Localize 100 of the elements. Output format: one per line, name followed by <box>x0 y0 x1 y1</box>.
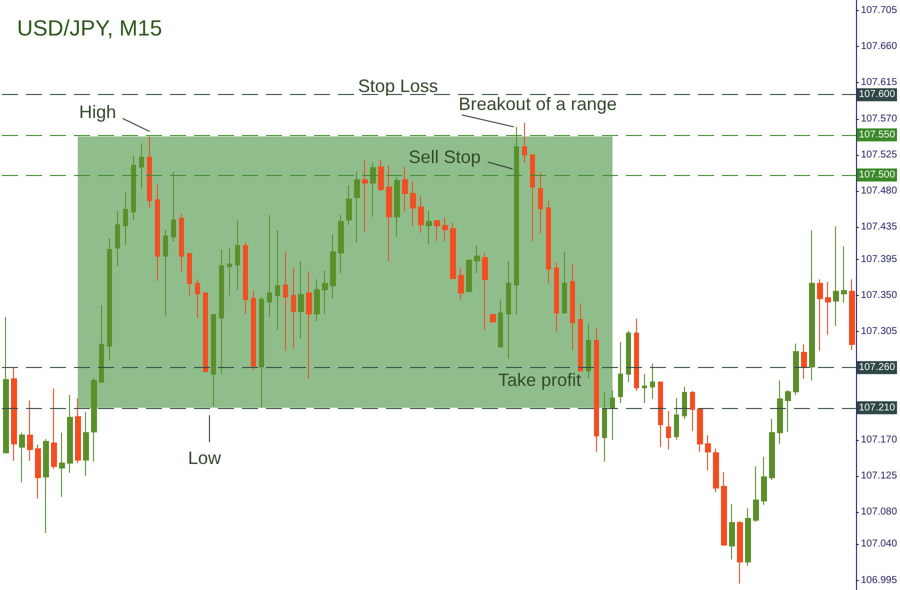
candlestick <box>91 378 97 462</box>
candlestick <box>99 304 104 384</box>
candlestick <box>642 374 647 404</box>
y-tick-label: 107.525 <box>860 149 898 160</box>
candlestick <box>490 314 496 322</box>
y-tick-label: 107.615 <box>860 77 898 88</box>
candlestick <box>171 171 176 242</box>
candlestick <box>59 432 65 498</box>
candlestick <box>251 290 256 371</box>
candlestick <box>690 390 695 432</box>
candlestick <box>562 252 567 314</box>
candlestick <box>713 448 719 493</box>
annotation: High <box>79 102 116 122</box>
candlestick <box>314 278 320 322</box>
candlestick <box>434 219 440 242</box>
candlestick <box>291 268 296 349</box>
candlestick <box>514 126 519 316</box>
candlestick <box>386 164 392 262</box>
candlestick <box>729 504 735 560</box>
candlestick <box>618 341 623 404</box>
candlestick <box>650 363 655 400</box>
candlestick <box>426 210 432 245</box>
y-tick-label: 107.040 <box>860 538 898 550</box>
candlestick <box>825 281 831 336</box>
candlestick <box>442 217 448 242</box>
candlestick <box>817 278 823 352</box>
candlestick <box>346 184 352 226</box>
candlestick <box>43 438 49 534</box>
candlestick <box>522 122 527 164</box>
y-tick-label: 107.080 <box>860 506 898 518</box>
candlestick <box>75 398 81 464</box>
y-tick-label: 107.395 <box>860 254 898 265</box>
candlestick <box>769 418 775 481</box>
candlestick <box>283 252 288 352</box>
candlestick <box>626 330 631 383</box>
candlestick <box>362 159 368 232</box>
text: USD/JPY, M15 <box>17 16 162 40</box>
y-tick-label: 106.995 <box>860 574 898 586</box>
candlestick <box>306 270 312 380</box>
candlestick <box>219 249 224 375</box>
candlestick <box>418 195 424 234</box>
candlestick <box>163 229 168 316</box>
candlestick <box>721 472 727 546</box>
candlestick <box>139 143 144 190</box>
y-tick-label: 107.570 <box>860 113 898 124</box>
candlestick <box>705 434 711 471</box>
candlestick <box>682 386 687 420</box>
candlestick <box>243 242 248 314</box>
candlestick <box>466 260 472 292</box>
annotation: Breakout of a range <box>458 94 617 114</box>
candlestick <box>179 213 184 272</box>
candlestick <box>809 230 815 381</box>
candlestick <box>83 411 89 477</box>
candlestick <box>187 253 192 296</box>
candlestick <box>658 382 663 448</box>
ref-line-label: 107.500 <box>858 169 896 180</box>
candlestick <box>410 180 416 227</box>
candlestick <box>697 408 703 452</box>
y-tick-label: 107.350 <box>860 290 898 301</box>
candlestick <box>211 314 216 407</box>
candlestick <box>546 200 551 284</box>
candlestick <box>330 234 336 300</box>
candlestick <box>203 292 208 372</box>
candlestick <box>849 278 855 350</box>
candlestick <box>506 260 511 360</box>
candlestick <box>474 245 480 274</box>
candlestick <box>498 298 503 348</box>
candlestick <box>666 410 671 450</box>
candlestick <box>354 171 360 243</box>
candlestick <box>322 270 328 314</box>
candlestick <box>115 210 120 268</box>
candlestick <box>123 192 128 246</box>
candlestick <box>674 398 679 440</box>
candlestick <box>745 508 751 566</box>
y-tick-label: 107.705 <box>860 4 898 16</box>
ref-line-label: 107.210 <box>858 402 896 414</box>
candlestick <box>235 220 240 290</box>
annotation: Sell Stop <box>408 146 481 167</box>
candlestick <box>3 316 9 454</box>
candlestick <box>634 318 639 392</box>
candlestick <box>578 302 583 372</box>
candlestick <box>833 226 839 326</box>
candlestick <box>538 172 543 234</box>
candlestick <box>51 388 57 470</box>
y-tick-label: 107.480 <box>860 186 898 197</box>
candlestick <box>793 343 799 396</box>
candlestick <box>402 166 408 212</box>
candlestick <box>602 392 607 462</box>
candlestick <box>298 260 304 340</box>
annotation: Low <box>188 448 221 468</box>
candlestick <box>147 136 152 208</box>
candlestick <box>267 214 272 318</box>
candlestick <box>530 154 535 242</box>
candlestick <box>785 390 791 432</box>
candlestick <box>570 264 575 350</box>
candlestick <box>482 252 488 330</box>
candlestick <box>586 322 591 379</box>
candlestick <box>753 466 759 522</box>
ref-line-label: 107.550 <box>858 129 896 140</box>
y-tick-label: 107.305 <box>860 326 898 338</box>
